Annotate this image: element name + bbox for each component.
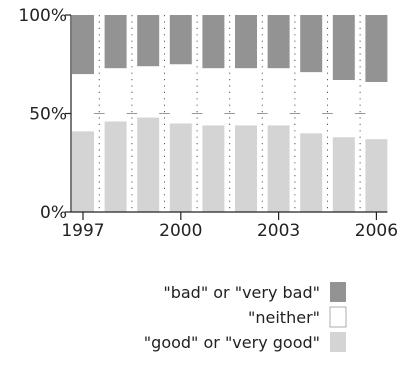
bar-segment-0-2005	[332, 137, 355, 212]
bars	[72, 15, 388, 212]
x-tick-label: 2000	[159, 221, 202, 241]
bar-segment-2-1999	[137, 15, 160, 67]
bar-segment-1-2001	[202, 68, 225, 126]
bar-segment-2-2000	[169, 15, 192, 65]
legend-swatch	[330, 282, 346, 302]
legend-swatch	[329, 306, 347, 328]
bar-segment-0-2003	[267, 125, 290, 212]
bar-segment-0-1998	[104, 121, 127, 212]
x-tick-label: 2003	[257, 221, 300, 241]
bar-segment-0-2002	[235, 125, 257, 212]
bar-segment-1-2002	[235, 68, 257, 126]
y-tick-label: 50%	[29, 105, 67, 125]
legend: "bad" or "very bad" "neither" "good" or "v…	[144, 282, 347, 352]
bar-segment-2-1998	[104, 15, 127, 69]
bar-segment-2-2001	[202, 15, 225, 69]
y-tick-label: 100%	[18, 6, 67, 26]
bar-segment-2-2005	[332, 15, 355, 81]
bar-segment-0-1999	[137, 117, 160, 212]
x-tick-label: 2006	[355, 221, 398, 241]
bar-segment-0-2006	[365, 139, 388, 212]
bar-segment-2-2006	[365, 15, 388, 82]
legend-label: "good" or "very good"	[144, 333, 320, 352]
legend-label: "neither"	[248, 308, 320, 327]
bar-segment-1-2006	[365, 81, 388, 140]
bar-segment-0-2000	[169, 123, 192, 212]
y-tick-label: 0%	[40, 203, 67, 223]
bar-segment-0-1997	[72, 131, 94, 212]
legend-label: "bad" or "very bad"	[163, 283, 320, 302]
bar-segment-2-2003	[267, 15, 290, 69]
bar-segment-1-2000	[169, 64, 192, 124]
bar-segment-1-2004	[300, 72, 323, 134]
axes: 0% 50% 100% 1997 2000 2003 2006	[18, 6, 398, 241]
legend-swatch	[330, 332, 346, 352]
bar-segment-2-2004	[300, 15, 323, 73]
bar-segment-1-2003	[267, 68, 290, 126]
bar-segment-2-2002	[235, 15, 257, 69]
bar-segment-1-1997	[72, 74, 94, 132]
x-tick-label: 1997	[61, 221, 104, 241]
bar-segment-0-2001	[202, 125, 225, 212]
bar-segment-1-1998	[104, 68, 127, 122]
bar-segment-2-1997	[72, 15, 94, 75]
bar-segment-1-1999	[137, 66, 160, 118]
bar-segment-0-2004	[300, 133, 323, 212]
bar-segment-1-2005	[332, 80, 355, 138]
